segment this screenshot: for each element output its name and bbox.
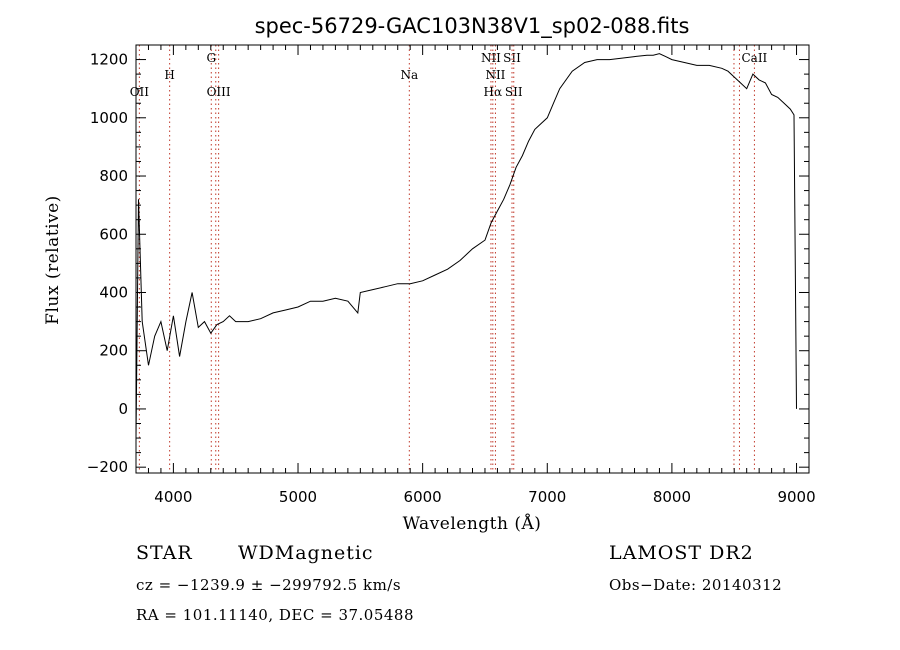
y-tick-label: 200 [99, 342, 128, 360]
flux-line [135, 53, 797, 439]
spectral-line-label: Na [400, 68, 418, 82]
object-subclass: WDMagnetic [238, 542, 374, 564]
spectral-line-label: NII [481, 51, 501, 65]
spectral-line-label: SII [503, 51, 521, 65]
axis-ticks: 4000 5000 6000 7000 8000 9000 −200 0 200 400 600 80… [87, 45, 816, 506]
y-tick-label: 600 [99, 225, 128, 243]
x-tick-label: 6000 [404, 488, 442, 506]
x-tick-label: 5000 [279, 488, 317, 506]
survey-name: LAMOST DR2 [609, 542, 754, 564]
x-tick-label: 9000 [777, 488, 815, 506]
spectral-line-label: OIII [207, 85, 231, 99]
y-tick-label: 1000 [90, 109, 128, 127]
spectral-line-label: G [206, 51, 216, 65]
y-tick-label: 800 [99, 167, 128, 185]
y-tick-label: 1200 [90, 51, 128, 69]
ra-dec-coordinates: RA = 101.11140, DEC = 37.05488 [136, 606, 414, 624]
spectral-line-label: OII [130, 85, 150, 99]
redshift-cz: cz = −1239.9 ± −299792.5 km/s [136, 576, 401, 594]
chart-title: spec-56729-GAC103N38V1_sp02-088.fits [255, 14, 690, 39]
spectral-line-label: H [164, 68, 174, 82]
spectral-line-label: Hα [484, 85, 503, 99]
y-tick-label: 0 [118, 400, 128, 418]
y-axis-label: Flux (relative) [43, 195, 63, 325]
x-tick-label: 7000 [528, 488, 566, 506]
flux-series [135, 53, 797, 439]
spectral-line-label: NII [485, 68, 505, 82]
observation-date: Obs−Date: 20140312 [609, 576, 782, 594]
y-tick-label: −200 [87, 458, 128, 476]
y-tick-label: 400 [99, 283, 128, 301]
spectral-line-label: CaII [741, 51, 767, 65]
x-tick-label: 4000 [154, 488, 192, 506]
plot-frame [135, 44, 810, 474]
object-class: STAR [136, 542, 193, 564]
x-axis-label: Wavelength (Å) [403, 513, 542, 534]
x-tick-label: 8000 [653, 488, 691, 506]
spectral-line-label: SII [505, 85, 523, 99]
